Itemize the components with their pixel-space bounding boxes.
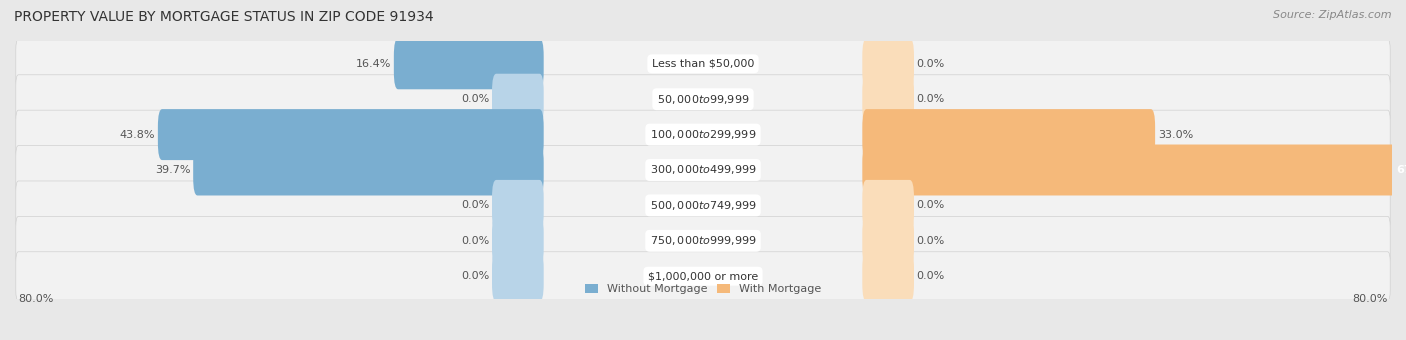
Legend: Without Mortgage, With Mortgage: Without Mortgage, With Mortgage — [581, 279, 825, 299]
Text: $1,000,000 or more: $1,000,000 or more — [648, 271, 758, 281]
FancyBboxPatch shape — [15, 110, 1391, 159]
Text: 0.0%: 0.0% — [917, 200, 945, 210]
FancyBboxPatch shape — [15, 252, 1391, 301]
FancyBboxPatch shape — [15, 216, 1391, 265]
FancyBboxPatch shape — [862, 180, 914, 231]
Text: $50,000 to $99,999: $50,000 to $99,999 — [657, 93, 749, 106]
FancyBboxPatch shape — [862, 38, 914, 89]
Text: Source: ZipAtlas.com: Source: ZipAtlas.com — [1274, 10, 1392, 20]
FancyBboxPatch shape — [862, 215, 914, 266]
FancyBboxPatch shape — [15, 181, 1391, 230]
FancyBboxPatch shape — [862, 109, 1156, 160]
Text: 0.0%: 0.0% — [461, 236, 489, 246]
Text: PROPERTY VALUE BY MORTGAGE STATUS IN ZIP CODE 91934: PROPERTY VALUE BY MORTGAGE STATUS IN ZIP… — [14, 10, 433, 24]
FancyBboxPatch shape — [15, 146, 1391, 194]
FancyBboxPatch shape — [492, 215, 544, 266]
FancyBboxPatch shape — [15, 39, 1391, 88]
Text: 0.0%: 0.0% — [917, 94, 945, 104]
Text: $100,000 to $299,999: $100,000 to $299,999 — [650, 128, 756, 141]
Text: 67.0%: 67.0% — [1396, 165, 1406, 175]
Text: 39.7%: 39.7% — [155, 165, 191, 175]
Text: 80.0%: 80.0% — [18, 294, 53, 304]
Text: 0.0%: 0.0% — [461, 271, 489, 281]
FancyBboxPatch shape — [862, 251, 914, 302]
FancyBboxPatch shape — [492, 251, 544, 302]
FancyBboxPatch shape — [193, 144, 544, 196]
Text: 16.4%: 16.4% — [356, 59, 391, 69]
Text: 43.8%: 43.8% — [120, 130, 155, 140]
Text: 0.0%: 0.0% — [917, 271, 945, 281]
Text: 0.0%: 0.0% — [461, 94, 489, 104]
Text: Less than $50,000: Less than $50,000 — [652, 59, 754, 69]
Text: $300,000 to $499,999: $300,000 to $499,999 — [650, 164, 756, 176]
Text: $500,000 to $749,999: $500,000 to $749,999 — [650, 199, 756, 212]
Text: 0.0%: 0.0% — [917, 236, 945, 246]
Text: 0.0%: 0.0% — [917, 59, 945, 69]
FancyBboxPatch shape — [15, 75, 1391, 124]
Text: 33.0%: 33.0% — [1157, 130, 1192, 140]
Text: 80.0%: 80.0% — [1353, 294, 1388, 304]
FancyBboxPatch shape — [157, 109, 544, 160]
FancyBboxPatch shape — [862, 144, 1406, 196]
Text: 0.0%: 0.0% — [461, 200, 489, 210]
FancyBboxPatch shape — [492, 74, 544, 125]
FancyBboxPatch shape — [492, 180, 544, 231]
Text: $750,000 to $999,999: $750,000 to $999,999 — [650, 234, 756, 247]
FancyBboxPatch shape — [394, 38, 544, 89]
FancyBboxPatch shape — [862, 74, 914, 125]
